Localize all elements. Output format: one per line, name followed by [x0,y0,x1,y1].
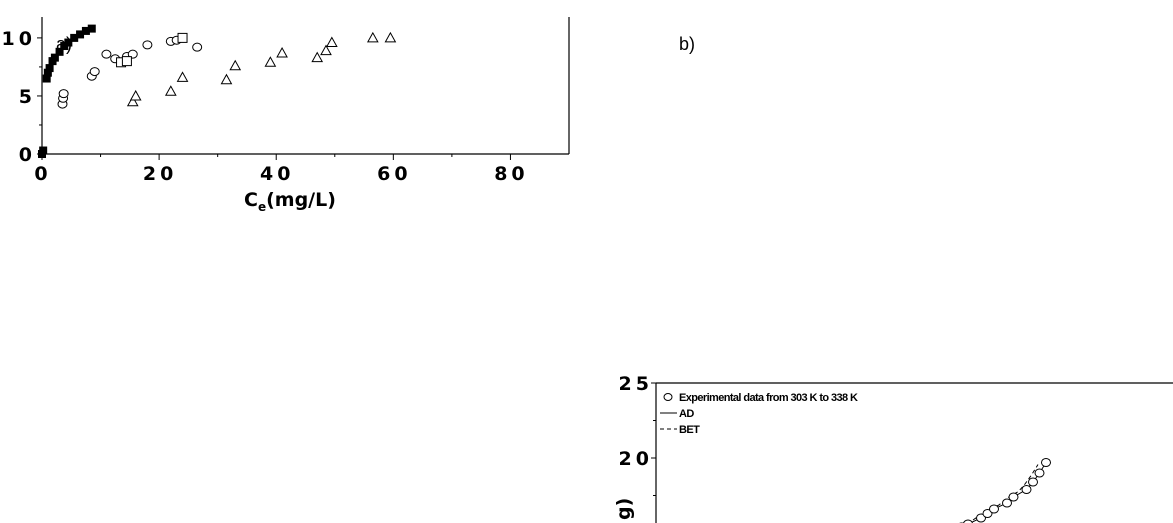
legend-marker-experimental [663,393,673,401]
data-point-filled-square [39,146,48,155]
data-point-open-circle [142,40,153,50]
data-point-open-triangle [126,95,139,107]
data-point-open-triangle [384,31,397,43]
data-point-open-triangle [220,73,233,85]
b-data-point-open-circle [1041,458,1051,467]
y-tick-label: 10 [2,28,36,50]
data-point-filled-square [64,38,73,47]
panel-a-x-axis-label: Ce(mg/L) [244,189,336,214]
x-label-rest: (mg/L) [266,189,336,211]
data-point-open-circle [192,42,203,52]
x-tick-label: 0 [34,163,51,185]
y-tick-label: 5 [19,86,36,108]
data-point-filled-square [42,74,51,83]
data-point-open-triangle [176,71,189,82]
b-data-point-open-circle [963,519,973,523]
data-point-open-circle [89,67,100,77]
panel-b-legend: Experimental data from 303 K to 338 K AD… [660,392,859,436]
data-point-filled-square [55,47,64,56]
panel-label-b: b) [679,34,696,54]
x-tick-label: 40 [260,163,294,185]
b-data-point-open-circle [982,509,993,518]
b-data-point-open-circle [989,504,999,514]
data-point-open-square [177,32,188,43]
data-point-open-triangle [229,59,242,71]
y-tick-label: 0 [19,144,36,166]
x-label-sub: e [258,200,266,214]
data-point-open-triangle [311,51,324,63]
data-point-filled-square [70,33,79,42]
data-point-open-triangle [276,46,288,58]
b-data-point-open-circle [1034,468,1045,478]
data-point-filled-square [87,24,96,33]
b-data-point-open-circle [1008,492,1019,502]
x-tick-label: 80 [494,163,528,185]
data-point-open-triangle [129,89,142,101]
panel-a-chart: 0 20 40 60 80 0 5 10 Ce(mg/L) [2,17,570,214]
legend-label-ad: AD [679,408,694,420]
data-point-filled-square [50,53,59,62]
data-point-open-circle [101,49,112,59]
data-point-open-triangle [366,31,379,43]
data-point-filled-square [76,30,85,39]
panel-a-y-ticks: 0 5 10 [2,28,42,166]
panel-a-x-ticks: 0 20 40 60 80 [34,154,528,185]
b-data-point-open-circle [1002,498,1012,508]
b-data-point-open-circle [976,513,986,523]
x-label-main: C [244,189,258,211]
b-y-tick-label: 20 [619,448,653,470]
b-data-point-open-circle [1028,477,1038,487]
x-tick-label: 60 [377,163,411,185]
data-point-open-triangle [326,36,338,48]
data-point-open-circle [58,89,69,99]
data-point-filled-square [60,42,69,51]
b-data-point-open-circle [1021,485,1032,494]
data-point-open-square [121,56,132,67]
data-point-open-triangle [264,56,277,67]
legend-label-experimental: Experimental data from 303 K to 338 K [679,392,858,404]
data-point-open-triangle [164,85,177,96]
panel-b-ad-curve [968,462,1047,523]
data-point-filled-square [45,64,54,73]
panel-b-y-axis-label-fragment: g) [613,498,635,520]
panel-a-data-points [38,24,397,158]
b-y-tick-label: 25 [619,373,653,395]
legend-label-bet: BET [679,424,700,436]
data-point-open-triangle [320,44,332,56]
data-point-filled-square [81,26,90,35]
data-point-filled-square [43,68,52,77]
x-tick-label: 20 [143,163,177,185]
panel-b-data-points [959,458,1051,523]
